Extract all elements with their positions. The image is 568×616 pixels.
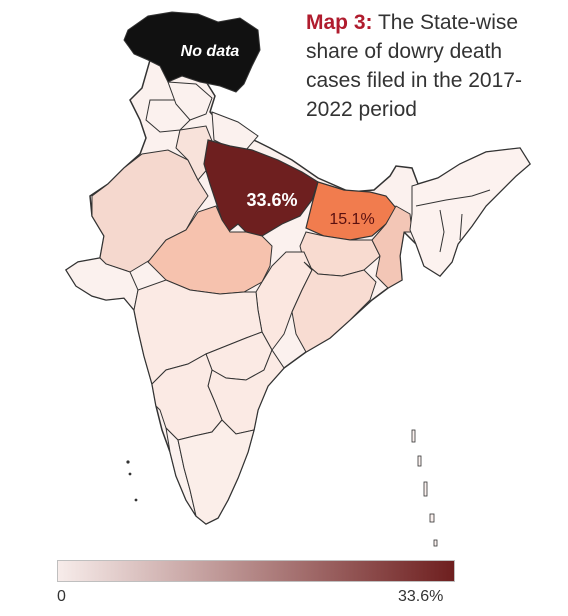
region-himachal [167, 81, 213, 121]
india-map: No data 33.6% 15.1% [64, 11, 531, 547]
map-title: Map 3: The State-wise share of dowry dea… [306, 8, 556, 124]
region-bihar [305, 181, 397, 241]
andaman-islands [411, 429, 438, 547]
legend-min-label: 0 [57, 588, 66, 605]
region-tamil-nadu [177, 419, 255, 525]
no-data-label: No data [181, 43, 240, 60]
region-assam-border [415, 189, 491, 253]
map-title-lead: Map 3: [306, 11, 373, 34]
color-scale-legend [57, 560, 455, 582]
map-title-text: The State-wise share of dowry death case… [306, 11, 522, 121]
region-northeast [409, 147, 531, 277]
lakshadweep-islands [126, 460, 138, 502]
region-jammu-kashmir [123, 11, 261, 93]
region-uttar-pradesh [203, 139, 319, 237]
legend-max-label: 33.6% [398, 588, 444, 605]
region-rajasthan [91, 149, 209, 273]
region-odisha [291, 261, 377, 353]
uttar-pradesh-value-label: 33.6% [246, 190, 297, 210]
bihar-value-label: 15.1% [329, 211, 374, 228]
